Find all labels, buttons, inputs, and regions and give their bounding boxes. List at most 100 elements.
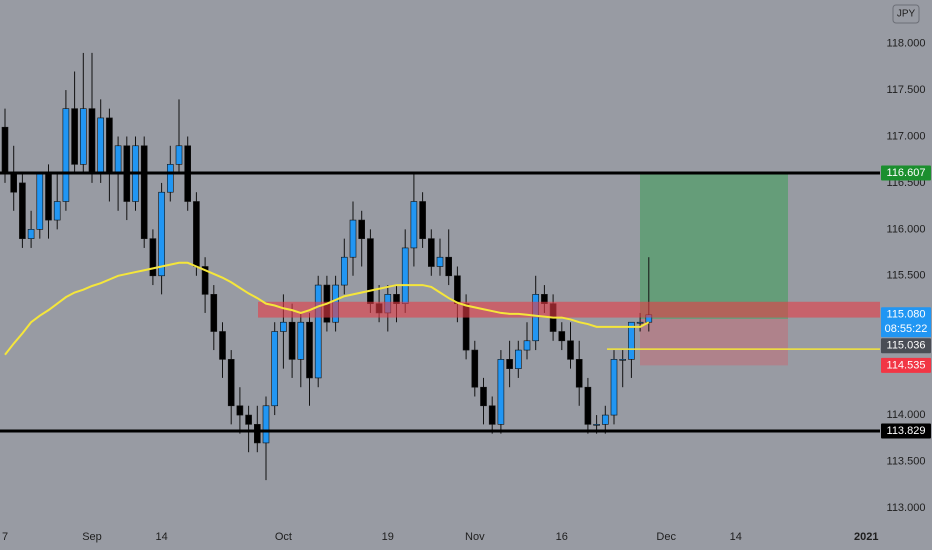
candle-body bbox=[454, 275, 461, 304]
candle-body bbox=[201, 266, 209, 295]
candle-body bbox=[53, 201, 61, 221]
candle-body bbox=[584, 386, 592, 425]
candle-body bbox=[88, 108, 96, 174]
candle-body bbox=[254, 424, 261, 444]
candle-body bbox=[36, 173, 44, 230]
candle-body bbox=[167, 164, 174, 193]
candle-body bbox=[97, 117, 104, 174]
countdown: 08:55:22 bbox=[885, 323, 928, 335]
candle-body bbox=[480, 386, 487, 407]
candle-body bbox=[367, 238, 374, 304]
candle-body bbox=[427, 238, 435, 267]
candle-body bbox=[227, 359, 235, 407]
price-label: 113.829 bbox=[887, 425, 926, 437]
candle-body bbox=[636, 321, 644, 324]
candle-body bbox=[140, 145, 148, 239]
candle-body bbox=[506, 359, 513, 369]
x-tick-label: 16 bbox=[556, 531, 568, 543]
candle-body bbox=[514, 349, 522, 369]
candle-body bbox=[419, 201, 426, 239]
candle-body bbox=[488, 405, 496, 425]
price-label: 114.535 bbox=[887, 359, 926, 371]
candle-body bbox=[558, 331, 566, 342]
candle-body bbox=[593, 424, 600, 426]
candle-body bbox=[280, 321, 287, 332]
candle-body bbox=[471, 349, 479, 388]
y-tick-label: 113.000 bbox=[887, 502, 926, 514]
y-tick-label: 115.500 bbox=[887, 270, 926, 282]
candle-body bbox=[497, 359, 505, 425]
candle-body bbox=[601, 414, 609, 425]
candle-body bbox=[619, 359, 627, 361]
moving-average bbox=[4, 261, 650, 356]
candle-body bbox=[610, 359, 618, 416]
y-tick-label: 114.000 bbox=[887, 409, 926, 421]
candle-body bbox=[314, 284, 322, 379]
candle-body bbox=[445, 256, 453, 277]
x-tick-label: 14 bbox=[730, 531, 742, 543]
candle-body bbox=[80, 108, 87, 165]
candle-body bbox=[340, 256, 348, 286]
position-profit bbox=[640, 172, 788, 319]
candle-body bbox=[45, 173, 52, 221]
candle-body bbox=[306, 321, 313, 379]
price-label: 115.080 bbox=[887, 309, 926, 321]
x-tick-label: 19 bbox=[382, 531, 394, 543]
x-tick-label: Sep bbox=[82, 531, 102, 543]
candle-body bbox=[358, 219, 366, 239]
candle-body bbox=[193, 201, 200, 267]
x-tick-label: Dec bbox=[656, 531, 676, 543]
price-label-box bbox=[881, 357, 931, 373]
y-tick-label: 116.000 bbox=[887, 223, 926, 235]
x-tick-label: 14 bbox=[155, 531, 167, 543]
candle-body bbox=[114, 145, 122, 174]
x-tick-label: 2021 bbox=[854, 531, 878, 543]
candle-body bbox=[628, 321, 635, 360]
candle-body bbox=[575, 359, 583, 388]
candle-body bbox=[210, 294, 218, 332]
price-label: 116.607 bbox=[887, 167, 926, 179]
candle-body bbox=[62, 108, 70, 202]
candle-body bbox=[532, 294, 540, 342]
candle-body bbox=[149, 238, 157, 277]
y-tick-label: 117.000 bbox=[887, 130, 926, 142]
candle-body bbox=[175, 145, 183, 165]
candle-body bbox=[27, 229, 35, 239]
candle-body bbox=[158, 191, 165, 277]
candle-body bbox=[271, 331, 279, 407]
price-label: 115.036 bbox=[887, 340, 926, 352]
candle-body bbox=[436, 256, 444, 267]
price-label-box bbox=[881, 423, 931, 439]
candle-body bbox=[219, 331, 226, 360]
candle-body bbox=[245, 414, 252, 425]
candle-body bbox=[349, 219, 357, 258]
candle-body bbox=[10, 173, 17, 193]
candle-body bbox=[236, 405, 244, 416]
supply-zone bbox=[258, 301, 880, 318]
x-tick-label: Nov bbox=[465, 531, 485, 543]
candle-body bbox=[410, 201, 418, 249]
candle-body bbox=[297, 321, 305, 360]
candle-body bbox=[1, 126, 9, 174]
candle-body bbox=[401, 247, 409, 304]
candle-body bbox=[262, 405, 270, 444]
currency-button[interactable] bbox=[892, 4, 920, 24]
candle-body bbox=[288, 321, 296, 360]
candle-body bbox=[106, 117, 113, 174]
y-tick-label: 113.500 bbox=[887, 455, 926, 467]
price-label-box bbox=[881, 307, 931, 338]
candle-body bbox=[567, 340, 574, 360]
candle-body bbox=[71, 108, 78, 165]
currency[interactable]: JPY bbox=[897, 9, 916, 20]
position-loss bbox=[640, 318, 788, 366]
x-tick-label: 7 bbox=[2, 531, 8, 543]
candle-body bbox=[523, 340, 531, 351]
y-tick-label: 117.500 bbox=[887, 84, 926, 96]
candle-body bbox=[19, 182, 26, 239]
y-tick-label: 118.000 bbox=[887, 38, 926, 50]
x-tick-label: Oct bbox=[275, 531, 292, 543]
price-label-box bbox=[881, 165, 931, 181]
price-label-box bbox=[881, 338, 931, 354]
